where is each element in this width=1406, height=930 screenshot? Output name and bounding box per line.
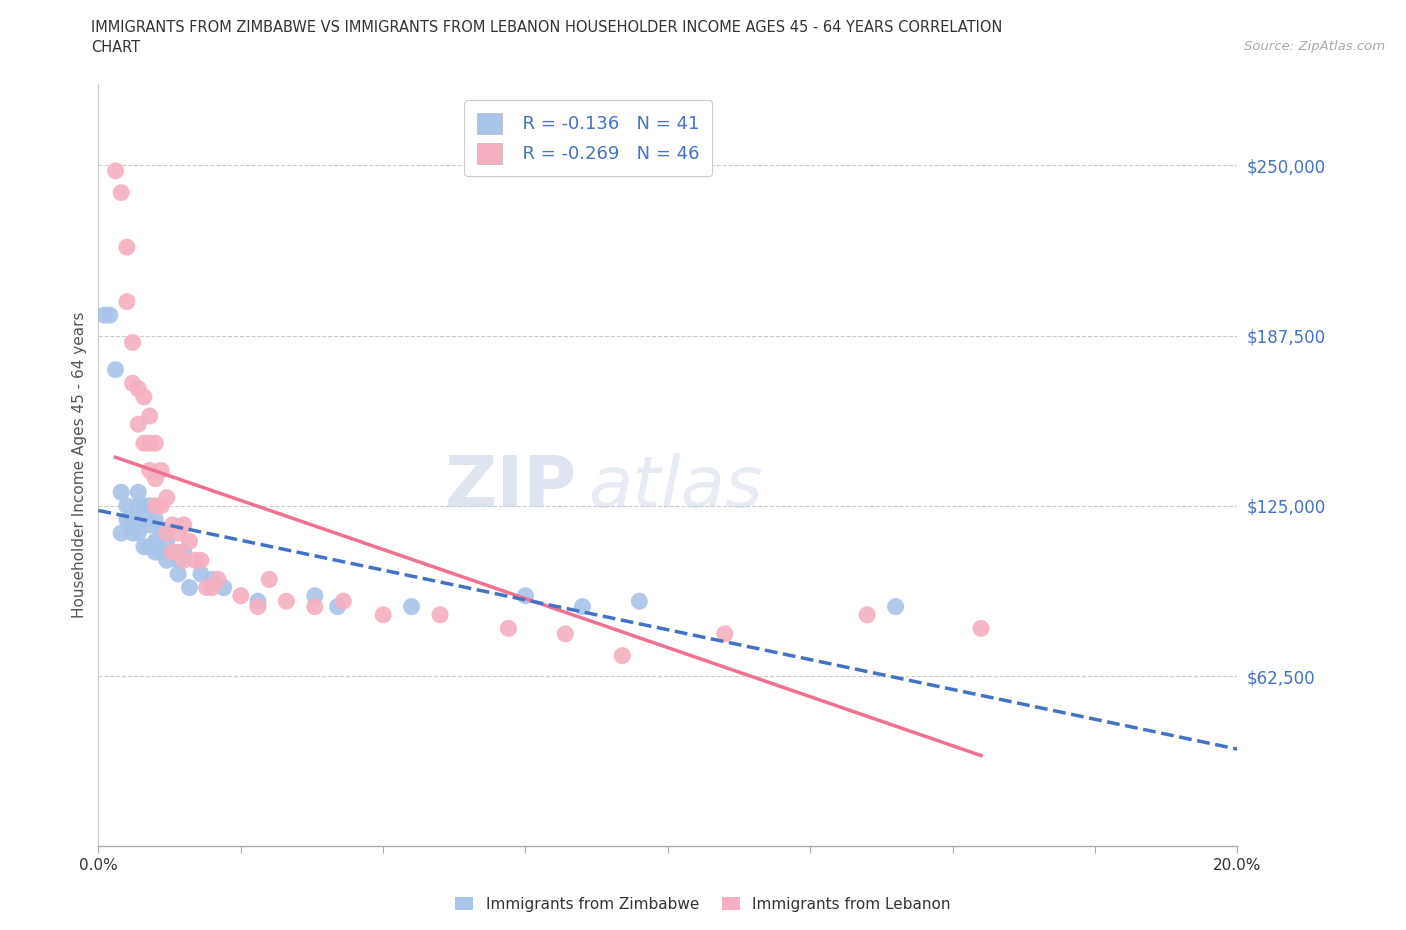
Point xyxy=(201,572,224,587)
Point xyxy=(162,545,184,560)
Point xyxy=(190,552,212,567)
Point xyxy=(145,472,167,486)
Point xyxy=(304,599,326,614)
Point xyxy=(138,517,160,532)
Text: CHART: CHART xyxy=(91,40,141,55)
Point xyxy=(207,572,229,587)
Point xyxy=(104,363,127,378)
Point xyxy=(173,552,195,567)
Point xyxy=(162,517,184,532)
Legend:   R = -0.136   N = 41,   R = -0.269   N = 46: R = -0.136 N = 41, R = -0.269 N = 46 xyxy=(464,100,713,177)
Point xyxy=(121,525,143,540)
Point xyxy=(121,512,143,527)
Point xyxy=(628,593,651,608)
Point xyxy=(138,498,160,513)
Point xyxy=(132,512,155,527)
Point xyxy=(156,490,179,505)
Point xyxy=(246,599,269,614)
Point xyxy=(127,381,149,396)
Point xyxy=(138,436,160,451)
Point xyxy=(156,525,179,540)
Point xyxy=(127,498,149,513)
Text: IMMIGRANTS FROM ZIMBABWE VS IMMIGRANTS FROM LEBANON HOUSEHOLDER INCOME AGES 45 -: IMMIGRANTS FROM ZIMBABWE VS IMMIGRANTS F… xyxy=(91,20,1002,35)
Point xyxy=(332,593,354,608)
Point xyxy=(259,572,281,587)
Point xyxy=(138,408,160,423)
Point xyxy=(179,580,201,595)
Point xyxy=(498,621,520,636)
Point xyxy=(115,294,138,309)
Point xyxy=(714,627,737,642)
Point xyxy=(167,566,190,581)
Point xyxy=(554,627,576,642)
Point xyxy=(145,436,167,451)
Legend: Immigrants from Zimbabwe, Immigrants from Lebanon: Immigrants from Zimbabwe, Immigrants fro… xyxy=(449,890,957,918)
Point xyxy=(326,599,349,614)
Point xyxy=(229,589,252,604)
Point xyxy=(179,534,201,549)
Point xyxy=(104,164,127,179)
Point xyxy=(150,498,173,513)
Point xyxy=(190,566,212,581)
Point xyxy=(93,308,115,323)
Point xyxy=(121,335,143,350)
Point xyxy=(138,463,160,478)
Point xyxy=(401,599,423,614)
Point xyxy=(212,580,235,595)
Point xyxy=(276,593,298,608)
Point xyxy=(145,512,167,527)
Point xyxy=(145,545,167,560)
Point xyxy=(515,589,537,604)
Point xyxy=(167,525,190,540)
Point xyxy=(132,539,155,554)
Point xyxy=(110,185,132,200)
Point xyxy=(145,498,167,513)
Point xyxy=(121,376,143,391)
Point xyxy=(145,534,167,549)
Point xyxy=(115,512,138,527)
Point xyxy=(201,580,224,595)
Point xyxy=(304,589,326,604)
Point xyxy=(132,498,155,513)
Point xyxy=(856,607,879,622)
Point xyxy=(110,485,132,499)
Point xyxy=(110,525,132,540)
Point xyxy=(612,648,634,663)
Point xyxy=(173,545,195,560)
Point xyxy=(162,545,184,560)
Point xyxy=(246,593,269,608)
Point xyxy=(970,621,993,636)
Y-axis label: Householder Income Ages 45 - 64 years: Householder Income Ages 45 - 64 years xyxy=(72,312,87,618)
Point xyxy=(127,417,149,432)
Point xyxy=(156,552,179,567)
Point xyxy=(138,539,160,554)
Text: Source: ZipAtlas.com: Source: ZipAtlas.com xyxy=(1244,40,1385,53)
Point xyxy=(373,607,395,622)
Point xyxy=(173,517,195,532)
Point xyxy=(98,308,121,323)
Point xyxy=(115,240,138,255)
Point xyxy=(127,485,149,499)
Point xyxy=(167,545,190,560)
Point xyxy=(115,498,138,513)
Point xyxy=(132,390,155,405)
Point xyxy=(132,436,155,451)
Point xyxy=(195,580,218,595)
Point xyxy=(127,525,149,540)
Point xyxy=(150,525,173,540)
Point xyxy=(571,599,593,614)
Point xyxy=(184,552,207,567)
Point xyxy=(150,463,173,478)
Point xyxy=(167,552,190,567)
Text: atlas: atlas xyxy=(588,454,762,523)
Point xyxy=(429,607,451,622)
Text: ZIP: ZIP xyxy=(444,454,576,523)
Point xyxy=(156,534,179,549)
Point xyxy=(150,545,173,560)
Point xyxy=(884,599,907,614)
